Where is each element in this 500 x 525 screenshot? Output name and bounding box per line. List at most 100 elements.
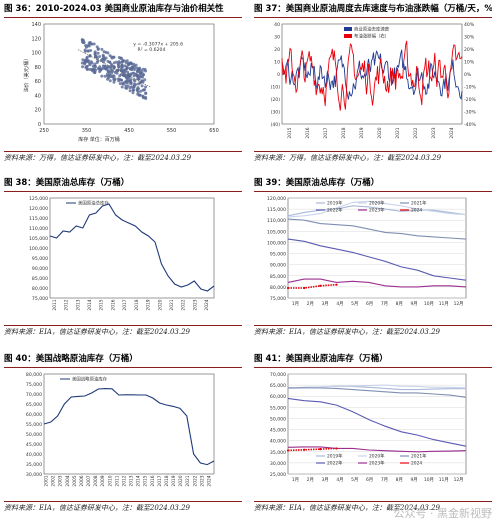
- data-point: [100, 47, 104, 51]
- x-tick-label: 2015: [99, 299, 105, 310]
- panel-36: 图 36：2010-2024.03 美国商业原油库存与油价相关性 0 20 40 60…: [4, 2, 242, 172]
- data-point: [86, 49, 90, 53]
- data-point: [141, 94, 145, 98]
- data-point: [87, 43, 91, 47]
- series-line: [288, 387, 467, 398]
- y-tick-label: 10: [274, 60, 280, 66]
- y-tick-label: 120,000: [267, 196, 286, 202]
- data-point: [132, 71, 136, 75]
- y-tick-label: 40,000: [26, 452, 42, 458]
- panel-41: 图 41：美国商业原油库存（万桶） 70,000 65,000 60,000 55,0…: [254, 352, 492, 522]
- y-tick-label: 55,000: [270, 405, 286, 411]
- data-point: [303, 286, 306, 290]
- y-tick-label: 85,000: [270, 274, 286, 280]
- data-point: [100, 74, 104, 78]
- y-tick-label: 55,000: [26, 422, 42, 428]
- data-point: [108, 79, 112, 83]
- x-tick-label: 9月: [410, 301, 417, 307]
- data-point: [110, 64, 114, 68]
- data-point: [84, 45, 88, 49]
- series-line: [287, 238, 467, 281]
- y-tick-label: 80: [35, 65, 41, 71]
- x-tick-label: 2月: [307, 301, 314, 307]
- data-point: [128, 61, 132, 65]
- x-tick-label: 2016: [305, 127, 311, 138]
- series-line: [287, 384, 467, 389]
- data-point: [136, 92, 140, 96]
- data-point: [132, 62, 136, 66]
- x-tick-label: 6月: [366, 301, 373, 307]
- x-tick-label: 3月: [321, 477, 328, 483]
- x-tick-label: 2021: [395, 127, 401, 138]
- x-tick-label: 2023: [199, 475, 205, 486]
- y2-tick-label: -10%: [464, 85, 477, 91]
- source-note: 资料来源：EIA，信达证券研发中心，注：截至2024.03.29: [254, 328, 441, 336]
- x-tick-label: 2018: [164, 475, 170, 486]
- data-point: [103, 74, 107, 78]
- x-tick-label: 8月: [396, 301, 403, 307]
- y-tick-label: 90,000: [32, 266, 48, 272]
- data-point: [84, 58, 88, 62]
- regression-equation: y = -0.3077x + 205.6: [133, 41, 183, 47]
- x-tick-label: 2013: [75, 299, 81, 310]
- x-tick-label: 2015: [287, 127, 293, 138]
- data-point: [140, 70, 144, 74]
- legend-label: 2020年: [369, 200, 385, 207]
- data-point: [119, 73, 123, 76]
- chart-38: 125,000 120,000 115,000 110,000 105,000 100,0…: [29, 196, 215, 311]
- data-point: [286, 286, 290, 290]
- title-rule: [4, 191, 242, 192]
- x-tick-label: 2008: [93, 475, 99, 486]
- x-tick-label: 11月: [439, 477, 449, 483]
- data-point: [112, 80, 116, 84]
- data-point: [125, 76, 129, 80]
- data-point: [335, 447, 338, 450]
- y-tick-label: 60,000: [26, 412, 42, 418]
- source-rule: [4, 151, 242, 152]
- data-point: [112, 74, 116, 78]
- y-tick-label: 110,000: [267, 218, 286, 224]
- x-tick-label: 2005: [72, 475, 78, 486]
- data-point: [102, 57, 105, 61]
- x-axis-label: 库存 单位：百万桶: [78, 136, 120, 143]
- data-point: [124, 86, 128, 90]
- chart-39: 120,000 115,000 110,000 105,000 100,000 95,00…: [267, 196, 467, 307]
- legend-label: 2020年: [369, 453, 385, 460]
- title-rule: [254, 367, 492, 368]
- y-tick-label: 50,000: [26, 432, 42, 438]
- legend-label: 2024: [411, 208, 422, 214]
- chart-40: 80,000 75,000 70,000 65,000 60,000 55,000 50,0…: [26, 372, 215, 487]
- x-tick-label: 1月: [292, 301, 299, 307]
- y-tick-label: 100: [31, 51, 41, 57]
- x-tick-label: 2016: [110, 299, 116, 310]
- chart-37: 40 30 20 10 0 (10) (20) (30) (40) 40% 30% 20% 10% 0% -…: [271, 22, 477, 139]
- data-point: [111, 69, 115, 73]
- series-line: [49, 203, 215, 292]
- data-point: [98, 55, 102, 58]
- y2-tick-label: -40%: [464, 122, 477, 128]
- data-point: [106, 51, 110, 55]
- series-line: [43, 388, 215, 466]
- data-point: [131, 91, 135, 95]
- source-note: 资料来源：EIA，信达证券研发中心，注：截至2024.03.29: [254, 504, 441, 512]
- x-tick-label: 650: [209, 128, 219, 134]
- series-line: [288, 283, 337, 289]
- title-rule: [254, 191, 492, 192]
- data-point: [117, 65, 121, 69]
- data-point: [303, 448, 306, 451]
- data-point: [93, 64, 97, 68]
- x-tick-label: 250: [39, 128, 49, 134]
- x-tick-label: 2020: [157, 299, 163, 310]
- data-point: [105, 67, 109, 71]
- y-tick-label: 80,000: [26, 372, 42, 378]
- legend-label: 商业原油去库速度: [354, 26, 390, 33]
- data-point: [96, 47, 100, 51]
- data-point: [94, 55, 97, 59]
- watermark: 公众号 · 黑金新视野: [393, 507, 493, 520]
- x-tick-label: 6月: [366, 477, 373, 483]
- data-point: [130, 85, 134, 89]
- source-rule: [254, 151, 492, 152]
- data-point: [106, 77, 110, 81]
- x-tick-label: 2019: [359, 127, 365, 138]
- data-point: [135, 66, 139, 70]
